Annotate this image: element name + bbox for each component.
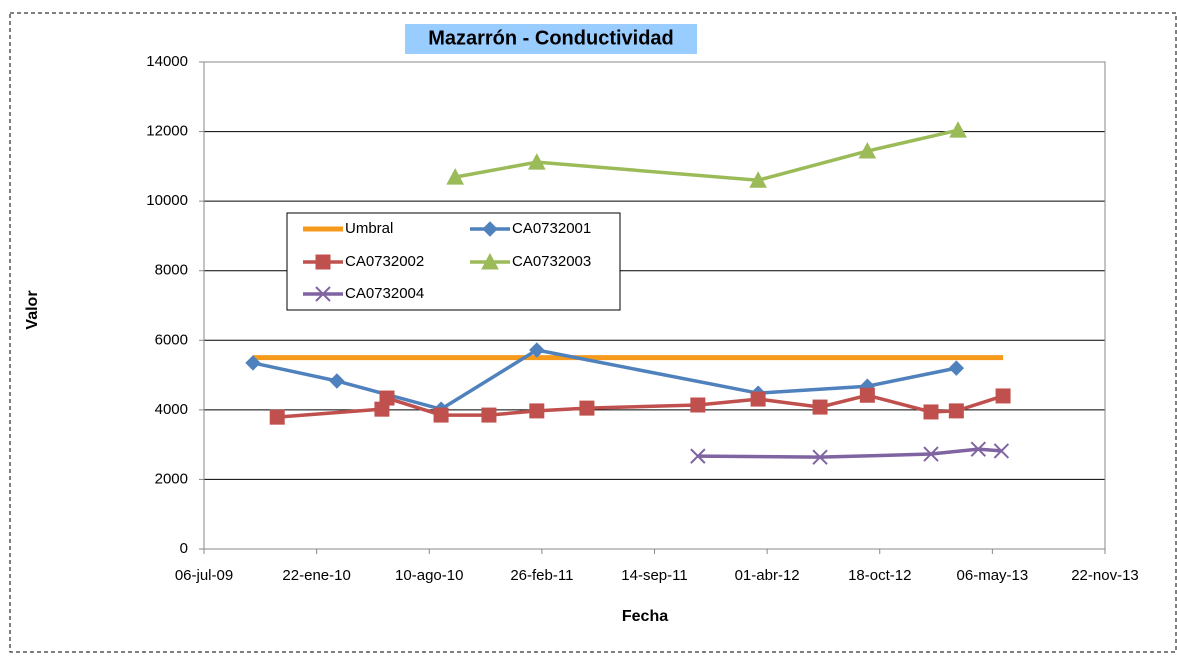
x-tick-label: 06-jul-09 [175,567,233,584]
x-tick-label: 26-feb-11 [510,567,573,584]
point [690,448,706,464]
point [812,399,828,415]
chart-border [9,12,1177,653]
series-line [454,128,959,183]
point [750,391,766,407]
x-tick-label: 22-nov-13 [1071,567,1139,584]
x-axis-label: Fecha [622,608,668,625]
x-tick-label: 22-ene-10 [282,567,350,584]
series-line [277,393,1004,419]
y-tick-label: 6000 [155,331,188,348]
y-axis-label: Valor [24,290,41,329]
point [949,121,967,138]
x-tick-label: 01-abr-12 [735,567,800,584]
legend-label: CA0732004 [345,285,424,302]
legend-label: CA0732003 [512,253,591,270]
y-tick-label: 8000 [155,262,188,279]
point [529,403,545,419]
legend-marker [481,252,499,270]
point [245,355,261,371]
point [923,446,939,462]
legend-label: CA0732001 [512,220,591,237]
point [858,141,877,159]
point [812,449,828,465]
legend-label: Umbral [345,220,393,237]
y-tick-label: 4000 [155,401,188,418]
x-tick-label: 06-may-13 [957,567,1029,584]
point [948,360,965,376]
x-tick-label: 14-sep-11 [621,567,687,584]
point [993,443,1010,459]
point [579,400,595,416]
point [749,171,767,188]
series-line [697,447,1002,459]
point [269,409,285,425]
legend-marker [482,221,498,237]
legend-marker [315,286,331,302]
point [329,373,345,389]
point [433,407,449,423]
x-tick-label: 18-oct-12 [848,567,911,584]
y-tick-label: 10000 [146,192,188,209]
y-tick-label: 2000 [155,470,188,487]
point [859,387,875,403]
legend-label: CA0732002 [345,253,424,270]
x-tick-label: 10-ago-10 [395,567,463,584]
point [970,441,987,457]
point [948,403,964,419]
y-tick-label: 12000 [146,123,188,140]
point [995,388,1011,404]
point [527,153,546,170]
point [529,342,545,358]
point [690,397,706,413]
point [379,390,395,406]
point [446,168,464,185]
point [923,404,939,420]
chart-title: Mazarrón - Conductividad [428,27,674,49]
y-tick-label: 0 [180,540,188,557]
legend-marker [315,254,331,270]
y-tick-label: 14000 [146,53,188,70]
title-background [405,24,697,54]
point [481,407,497,423]
